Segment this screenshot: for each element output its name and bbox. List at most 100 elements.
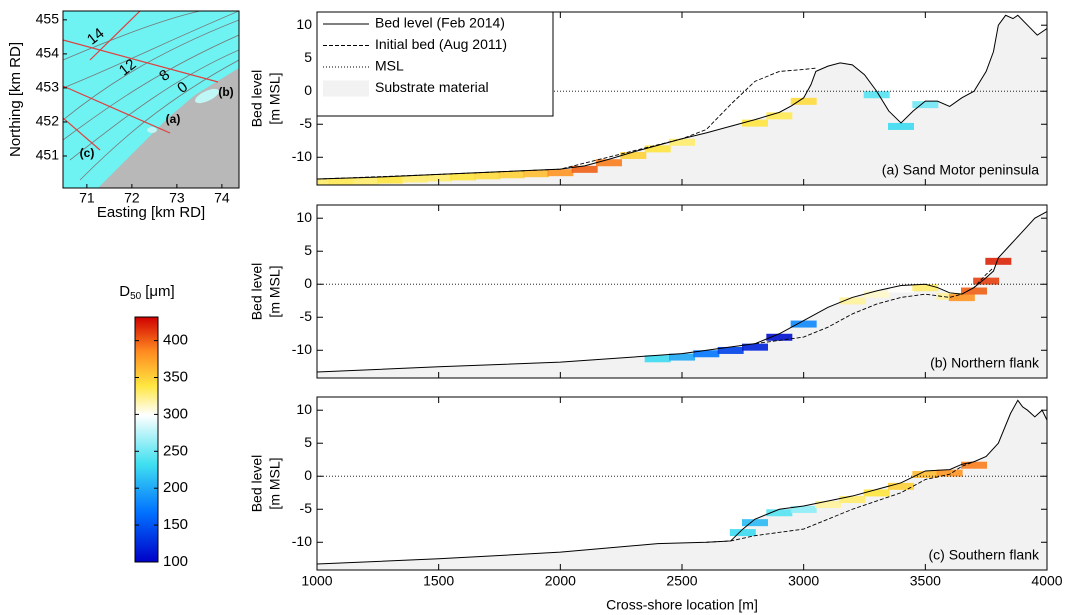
y-tick-label: 10 (296, 16, 312, 32)
transect-label: (a) (166, 112, 181, 126)
substrate (317, 15, 1047, 185)
x-tick-label: 4000 (1031, 573, 1062, 589)
y-tick-label: 0 (304, 82, 312, 98)
x-tick-label: 3500 (910, 573, 941, 589)
x-tick-label: 2000 (545, 573, 576, 589)
sediment-d50 (644, 355, 671, 363)
y-axis-label: Northing [km RD] (7, 42, 24, 157)
contour (63, 34, 239, 141)
y-tick-label: 5 (304, 434, 312, 450)
plot-area (317, 399, 1047, 570)
panel-label: (b) Northern flank (930, 355, 1040, 371)
y-tick-label: 455 (36, 11, 60, 27)
colorbar-label-main: D (119, 283, 130, 300)
y-tick-label: 454 (36, 45, 60, 61)
series-line (317, 67, 816, 180)
sediment-d50 (973, 277, 1000, 285)
x-tick-label: 3000 (788, 573, 819, 589)
y-axis-label: [m MSL] (267, 265, 283, 317)
colorbar-tick-label: 150 (163, 516, 188, 533)
sediment-d50 (693, 350, 720, 358)
sediment-d50 (717, 346, 744, 354)
transect-line (63, 117, 101, 151)
sediment-d50 (839, 496, 866, 504)
contour-label: 14 (84, 25, 108, 49)
colorbar-label-unit: [μm] (145, 283, 174, 300)
colorbar-tick-label: 250 (163, 442, 188, 459)
x-tick-label: 1500 (423, 573, 454, 589)
sediment-d50 (985, 257, 1012, 265)
substrate (317, 211, 1047, 378)
y-tick-label: 0 (304, 467, 312, 483)
sediment-d50 (450, 173, 476, 181)
sediment-d50 (729, 529, 756, 537)
colorbar (134, 316, 159, 563)
x-axis-label: Easting [km RD] (97, 204, 205, 221)
transect-line (63, 39, 219, 83)
y-tick-label: 451 (36, 147, 60, 163)
contour-label: 12 (116, 56, 140, 80)
sediment-d50 (498, 171, 525, 179)
y-tick-label: 453 (36, 79, 60, 95)
sediment-d50 (790, 505, 817, 513)
transect-line (63, 85, 171, 134)
sediment-d50 (377, 176, 403, 184)
sediment-d50 (474, 172, 501, 180)
sediment-d50 (328, 178, 355, 185)
sediment-d50 (790, 97, 817, 105)
sediment-d50 (888, 122, 914, 130)
contour (79, 59, 239, 181)
sediment-d50 (547, 169, 574, 177)
legend-box (316, 11, 554, 117)
sediment-d50 (888, 285, 914, 293)
sediment-d50 (912, 101, 939, 109)
sediment-d50 (669, 353, 695, 361)
sediment-d50 (936, 469, 963, 477)
sediment-d50 (961, 287, 987, 295)
contours (63, 11, 239, 181)
sediment-d50 (815, 500, 841, 508)
sediment-d50 (766, 112, 793, 120)
sediment-d50 (766, 509, 793, 517)
sediment-d50 (352, 177, 379, 185)
sediment-d50 (912, 284, 939, 292)
y-axis-label: Bed level (249, 263, 265, 321)
colorbar-tick-label: 350 (163, 368, 188, 385)
y-tick-label: -10 (292, 533, 312, 549)
colorbar-tick-label: 200 (163, 479, 188, 496)
y-tick-label: 5 (304, 49, 312, 65)
panel-label: (c) Southern flank (929, 547, 1040, 563)
sediment-d50 (863, 489, 890, 497)
y-tick-label: -10 (292, 148, 312, 164)
y-axis-label: [m MSL] (267, 457, 283, 509)
y-tick-label: 10 (296, 401, 312, 417)
sediment-d50 (961, 461, 987, 469)
sediment-d50 (742, 343, 768, 351)
legend-label: Substrate material (375, 79, 489, 95)
series-line (706, 461, 975, 543)
x-tick-label: 71 (79, 190, 95, 206)
panel-label: (a) Sand Motor peninsula (882, 162, 1039, 178)
transect-label: (c) (80, 146, 95, 160)
y-tick-label: -5 (300, 115, 313, 131)
x-tick-label: 1000 (301, 573, 332, 589)
y-tick-label: 0 (304, 275, 312, 291)
y-tick-label: -5 (300, 308, 313, 324)
colorbar-tick-label: 100 (163, 553, 188, 570)
sediment-d50 (620, 151, 647, 159)
legend-label: Bed level (Feb 2014) (375, 15, 505, 31)
legend-label: Initial bed (Aug 2011) (375, 36, 507, 52)
x-tick-label: 73 (169, 190, 185, 206)
y-axis-label: Bed level (249, 455, 265, 513)
sediment-d50 (790, 320, 817, 328)
series-line (317, 211, 1047, 373)
sediment-d50 (317, 179, 330, 185)
plot-area (317, 211, 1047, 378)
contour (69, 49, 239, 161)
legend-label: MSL (375, 58, 404, 74)
x-axis-label: Cross-shore location [m] (606, 597, 758, 613)
transect-line (89, 11, 141, 61)
map (63, 11, 239, 188)
sediment-d50 (863, 290, 890, 298)
